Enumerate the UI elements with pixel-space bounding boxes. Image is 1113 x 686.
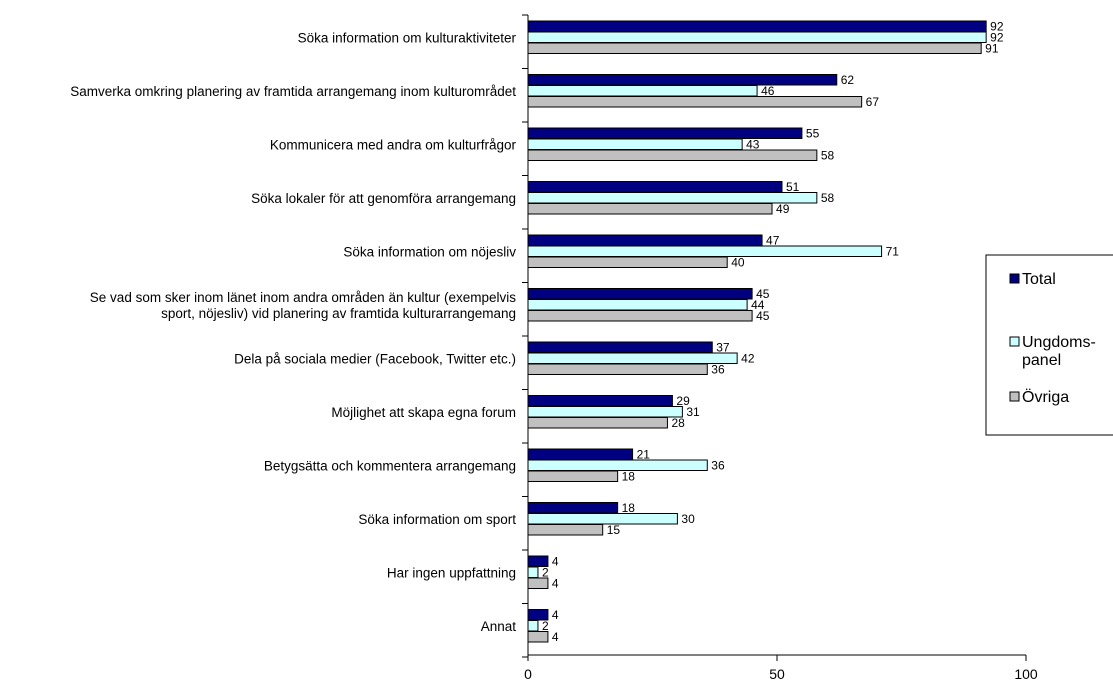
bar-2-7 — [527, 417, 668, 429]
x-tick-label-0: 0 — [524, 666, 532, 682]
value-label-1-8: 36 — [711, 459, 725, 473]
value-label-0-5: 45 — [756, 287, 770, 301]
bar-0-3 — [527, 181, 783, 193]
category-label-8: Betygsätta och kommentera arrangemang — [264, 458, 516, 473]
bar-0-8 — [527, 448, 634, 460]
value-label-2-11: 4 — [552, 630, 559, 644]
legend-box — [985, 254, 1113, 436]
category-label-1: Samverka omkring planering av framtida a… — [70, 84, 516, 99]
value-label-0-6: 37 — [716, 341, 730, 355]
bar-1-8 — [527, 459, 708, 471]
bar-2-11 — [527, 631, 549, 643]
bar-2-3 — [527, 203, 773, 215]
legend-label-0: Total — [1022, 271, 1056, 288]
category-label-10: Har ingen uppfattning — [387, 565, 516, 580]
value-label-2-1: 67 — [866, 95, 880, 109]
value-label-0-4: 47 — [766, 234, 780, 248]
bar-0-7 — [527, 395, 673, 407]
value-labels-layer: 9292916246675543585158494771404544453742… — [542, 20, 1004, 645]
value-label-1-10: 2 — [542, 566, 549, 580]
category-label-7: Möjlighet att skapa egna forum — [331, 405, 516, 420]
bar-2-9 — [527, 524, 604, 536]
category-label-6: Dela på sociala medier (Facebook, Twitte… — [234, 351, 516, 366]
value-label-2-8: 18 — [622, 470, 636, 484]
value-label-2-0: 91 — [985, 42, 999, 56]
value-label-0-7: 29 — [676, 394, 690, 408]
bar-2-2 — [527, 149, 818, 161]
value-label-1-1: 46 — [761, 84, 775, 98]
category-label-0: Söka information om kulturaktiviteter — [298, 30, 517, 45]
bar-1-2 — [527, 138, 743, 150]
bar-2-8 — [527, 470, 619, 482]
bar-0-0 — [527, 20, 987, 32]
value-label-1-2: 43 — [746, 138, 760, 152]
value-label-2-3: 49 — [776, 202, 790, 216]
value-label-2-6: 36 — [711, 363, 725, 377]
value-label-1-11: 2 — [542, 619, 549, 633]
bar-2-6 — [527, 363, 708, 375]
bar-2-0 — [527, 42, 982, 54]
category-label-2: Kommunicera med andra om kulturfrågor — [270, 137, 517, 152]
category-label-3: Söka lokaler för att genomföra arrangema… — [251, 191, 516, 206]
category-label-5: Se vad som sker inom länet inom andra om… — [90, 290, 516, 321]
value-label-1-9: 30 — [681, 512, 695, 526]
category-label-4: Söka information om nöjesliv — [343, 244, 516, 259]
x-axis: 0 50 100 — [522, 14, 1038, 682]
x-tick-label-1: 50 — [769, 666, 785, 682]
value-label-2-9: 15 — [607, 523, 621, 537]
value-label-0-11: 4 — [552, 608, 559, 622]
bar-2-1 — [527, 96, 863, 108]
legend-label-2: Övriga — [1022, 388, 1069, 406]
bar-0-4 — [527, 234, 763, 246]
legend-swatch-2 — [1009, 391, 1020, 402]
value-label-2-7: 28 — [671, 416, 685, 430]
bar-0-5 — [527, 288, 753, 300]
value-label-0-3: 51 — [786, 180, 800, 194]
value-label-1-6: 42 — [741, 352, 755, 366]
bar-0-1 — [527, 74, 838, 86]
bar-1-1 — [527, 85, 758, 97]
bar-1-9 — [527, 513, 678, 525]
legend-swatch-1 — [1009, 336, 1020, 347]
bar-0-2 — [527, 127, 803, 139]
value-label-1-5: 44 — [751, 298, 765, 312]
value-label-0-0: 92 — [990, 20, 1004, 34]
bar-1-11 — [527, 620, 539, 632]
bar-2-10 — [527, 577, 549, 589]
bar-1-5 — [527, 299, 748, 311]
legend-swatch-0 — [1009, 273, 1020, 284]
value-label-1-7: 31 — [686, 405, 700, 419]
legend-label-1: Ungdoms-panel — [1022, 334, 1096, 369]
x-tick-label-2: 100 — [1014, 666, 1038, 682]
bar-1-10 — [527, 566, 539, 578]
bar-1-3 — [527, 192, 818, 204]
value-label-0-8: 21 — [637, 448, 651, 462]
bar-1-4 — [527, 245, 883, 257]
bars-layer — [527, 20, 987, 643]
value-label-0-1: 62 — [841, 73, 855, 87]
value-label-2-5: 45 — [756, 309, 770, 323]
value-label-0-10: 4 — [552, 555, 559, 569]
bar-2-4 — [527, 256, 728, 268]
value-label-2-10: 4 — [552, 577, 559, 591]
category-labels-layer: Söka information om kulturaktiviteter Sam… — [70, 30, 516, 634]
bar-2-5 — [527, 310, 753, 322]
value-label-2-4: 40 — [731, 256, 745, 270]
value-label-0-2: 55 — [806, 127, 820, 141]
bar-1-0 — [527, 31, 987, 43]
value-label-1-4: 71 — [886, 245, 900, 259]
value-label-2-2: 58 — [821, 149, 835, 163]
bar-1-6 — [527, 352, 738, 364]
bar-0-9 — [527, 502, 619, 514]
value-label-1-0: 92 — [990, 31, 1004, 45]
bar-1-7 — [527, 406, 683, 418]
legend: Total Ungdoms-panel Övriga — [985, 254, 1113, 436]
value-label-1-3: 58 — [821, 191, 835, 205]
category-label-11: Annat — [481, 619, 517, 634]
value-label-0-9: 18 — [622, 501, 636, 515]
bar-0-6 — [527, 341, 713, 353]
category-label-9: Söka information om sport — [358, 512, 516, 527]
